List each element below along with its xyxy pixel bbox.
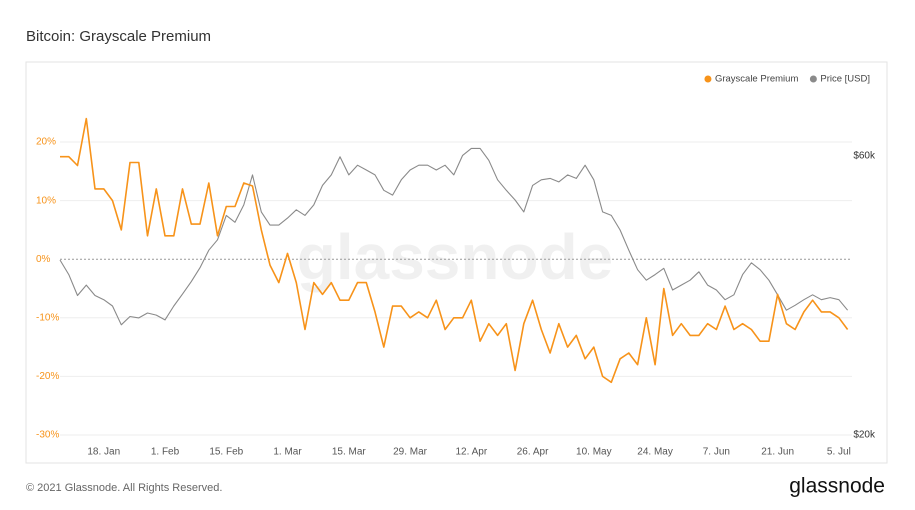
x-tick-label: 7. Jun — [703, 447, 730, 458]
x-tick-label: 21. Jun — [761, 447, 794, 458]
legend-label: Grayscale Premium — [715, 74, 798, 85]
x-tick-label: 18. Jan — [87, 447, 120, 458]
y-tick-label: 20% — [36, 137, 56, 148]
legend-swatch — [704, 75, 712, 83]
chart-title: Bitcoin: Grayscale Premium — [26, 28, 211, 45]
x-tick-label: 24. May — [637, 447, 673, 458]
x-tick-label: 1. Feb — [151, 447, 180, 458]
x-tick-label: 1. Mar — [273, 447, 302, 458]
series-line — [60, 117, 849, 384]
y-tick-label: 10% — [36, 195, 56, 206]
x-tick-label: 15. Feb — [209, 447, 243, 458]
legend-label: Price [USD] — [820, 74, 870, 85]
logo: glassnode — [789, 475, 885, 498]
series-line — [59, 147, 849, 326]
y2-tick-label: $60k — [853, 151, 876, 162]
x-tick-label: 15. Mar — [332, 447, 367, 458]
y-tick-label: -20% — [36, 371, 59, 382]
x-tick-label: 10. May — [576, 447, 612, 458]
x-tick-label: 5. Jul — [827, 447, 851, 458]
watermark: glassnode — [297, 221, 614, 293]
copyright: © 2021 Glassnode. All Rights Reserved. — [26, 482, 222, 494]
x-tick-label: 26. Apr — [517, 447, 549, 458]
x-tick-label: 29. Mar — [393, 447, 428, 458]
x-tick-label: 12. Apr — [455, 447, 487, 458]
legend-swatch — [809, 75, 817, 83]
y-tick-label: -10% — [36, 312, 59, 323]
chart-frame — [25, 61, 888, 464]
y-tick-label: -30% — [36, 430, 59, 441]
y2-tick-label: $20k — [853, 430, 876, 441]
y-tick-label: 0% — [36, 254, 51, 265]
